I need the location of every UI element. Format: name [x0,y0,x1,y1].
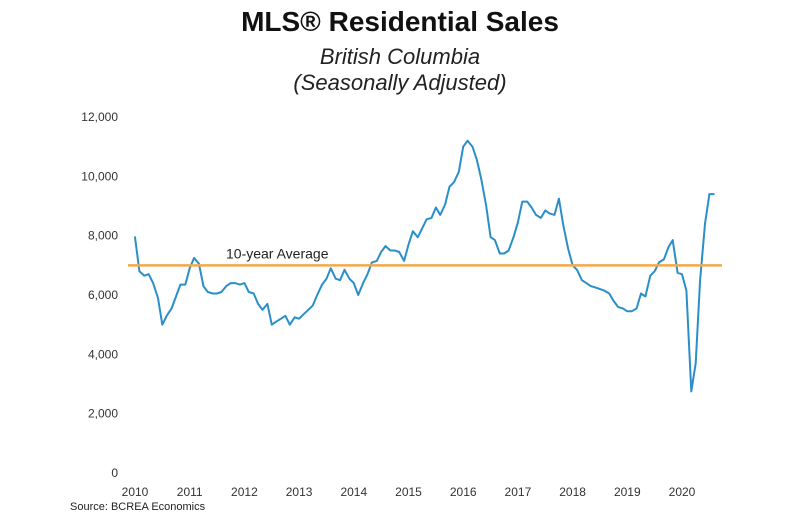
axes: 0 2,000 4,000 6,000 8,000 10,000 12,000 2010 201… [81,110,695,499]
x-tick-label: 2010 [122,485,149,499]
x-tick-label: 2020 [669,485,696,499]
y-tick-label: 0 [111,466,118,480]
y-tick-label: 2,000 [88,407,118,421]
x-tick-label: 2019 [614,485,641,499]
y-tick-label: 6,000 [88,288,118,302]
average-reference-label: 10-year Average [226,245,329,261]
chart-subtitle-adjustment: (Seasonally Adjusted) [293,70,507,95]
series-layer [134,139,715,393]
y-tick-label: 4,000 [88,347,118,361]
x-tick-label: 2011 [177,485,203,499]
x-tick-label: 2017 [505,485,532,499]
x-tick-label: 2012 [231,485,258,499]
y-tick-label: 8,000 [88,229,118,243]
y-tick-label: 10,000 [81,169,118,183]
source-note: Source: BCREA Economics [70,501,206,513]
chart-subtitle-region: British Columbia [319,44,481,69]
chart-title: MLS® Residential Sales [241,6,559,37]
x-tick-label: 2015 [395,485,422,499]
y-tick-label: 12,000 [81,110,118,124]
sales-series-line [134,139,715,393]
x-tick-label: 2016 [450,485,477,499]
x-tick-label: 2018 [559,485,586,499]
x-tick-label: 2014 [340,485,367,499]
reference-layer: 10-year Average [128,245,722,267]
x-tick-label: 2013 [286,485,313,499]
